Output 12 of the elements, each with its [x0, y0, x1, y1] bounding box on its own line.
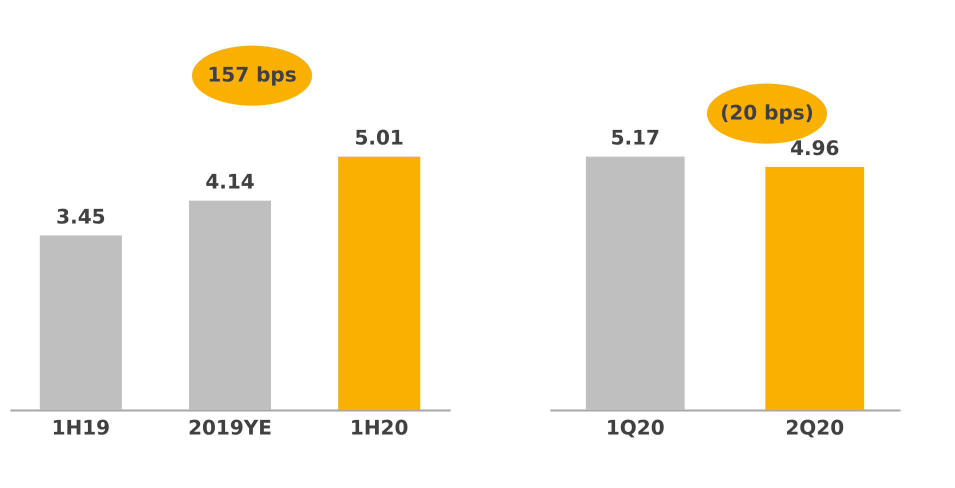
data-label: 5.17 — [610, 126, 660, 150]
text: (20 bps) — [720, 100, 814, 125]
x-tick-label: 1Q20 — [606, 416, 665, 440]
x-tick-label: 2Q20 — [785, 416, 844, 440]
data-label: 5.01 — [354, 126, 404, 150]
text: 157 bps — [207, 62, 297, 87]
data-label: 3.45 — [56, 204, 106, 229]
x-tick-label: 2019YE — [188, 416, 272, 440]
data-label: 4.14 — [205, 170, 255, 194]
data-label: 4.96 — [790, 136, 840, 160]
x-tick-label: 1H19 — [52, 416, 110, 440]
x-tick-label: 1H20 — [350, 416, 408, 440]
